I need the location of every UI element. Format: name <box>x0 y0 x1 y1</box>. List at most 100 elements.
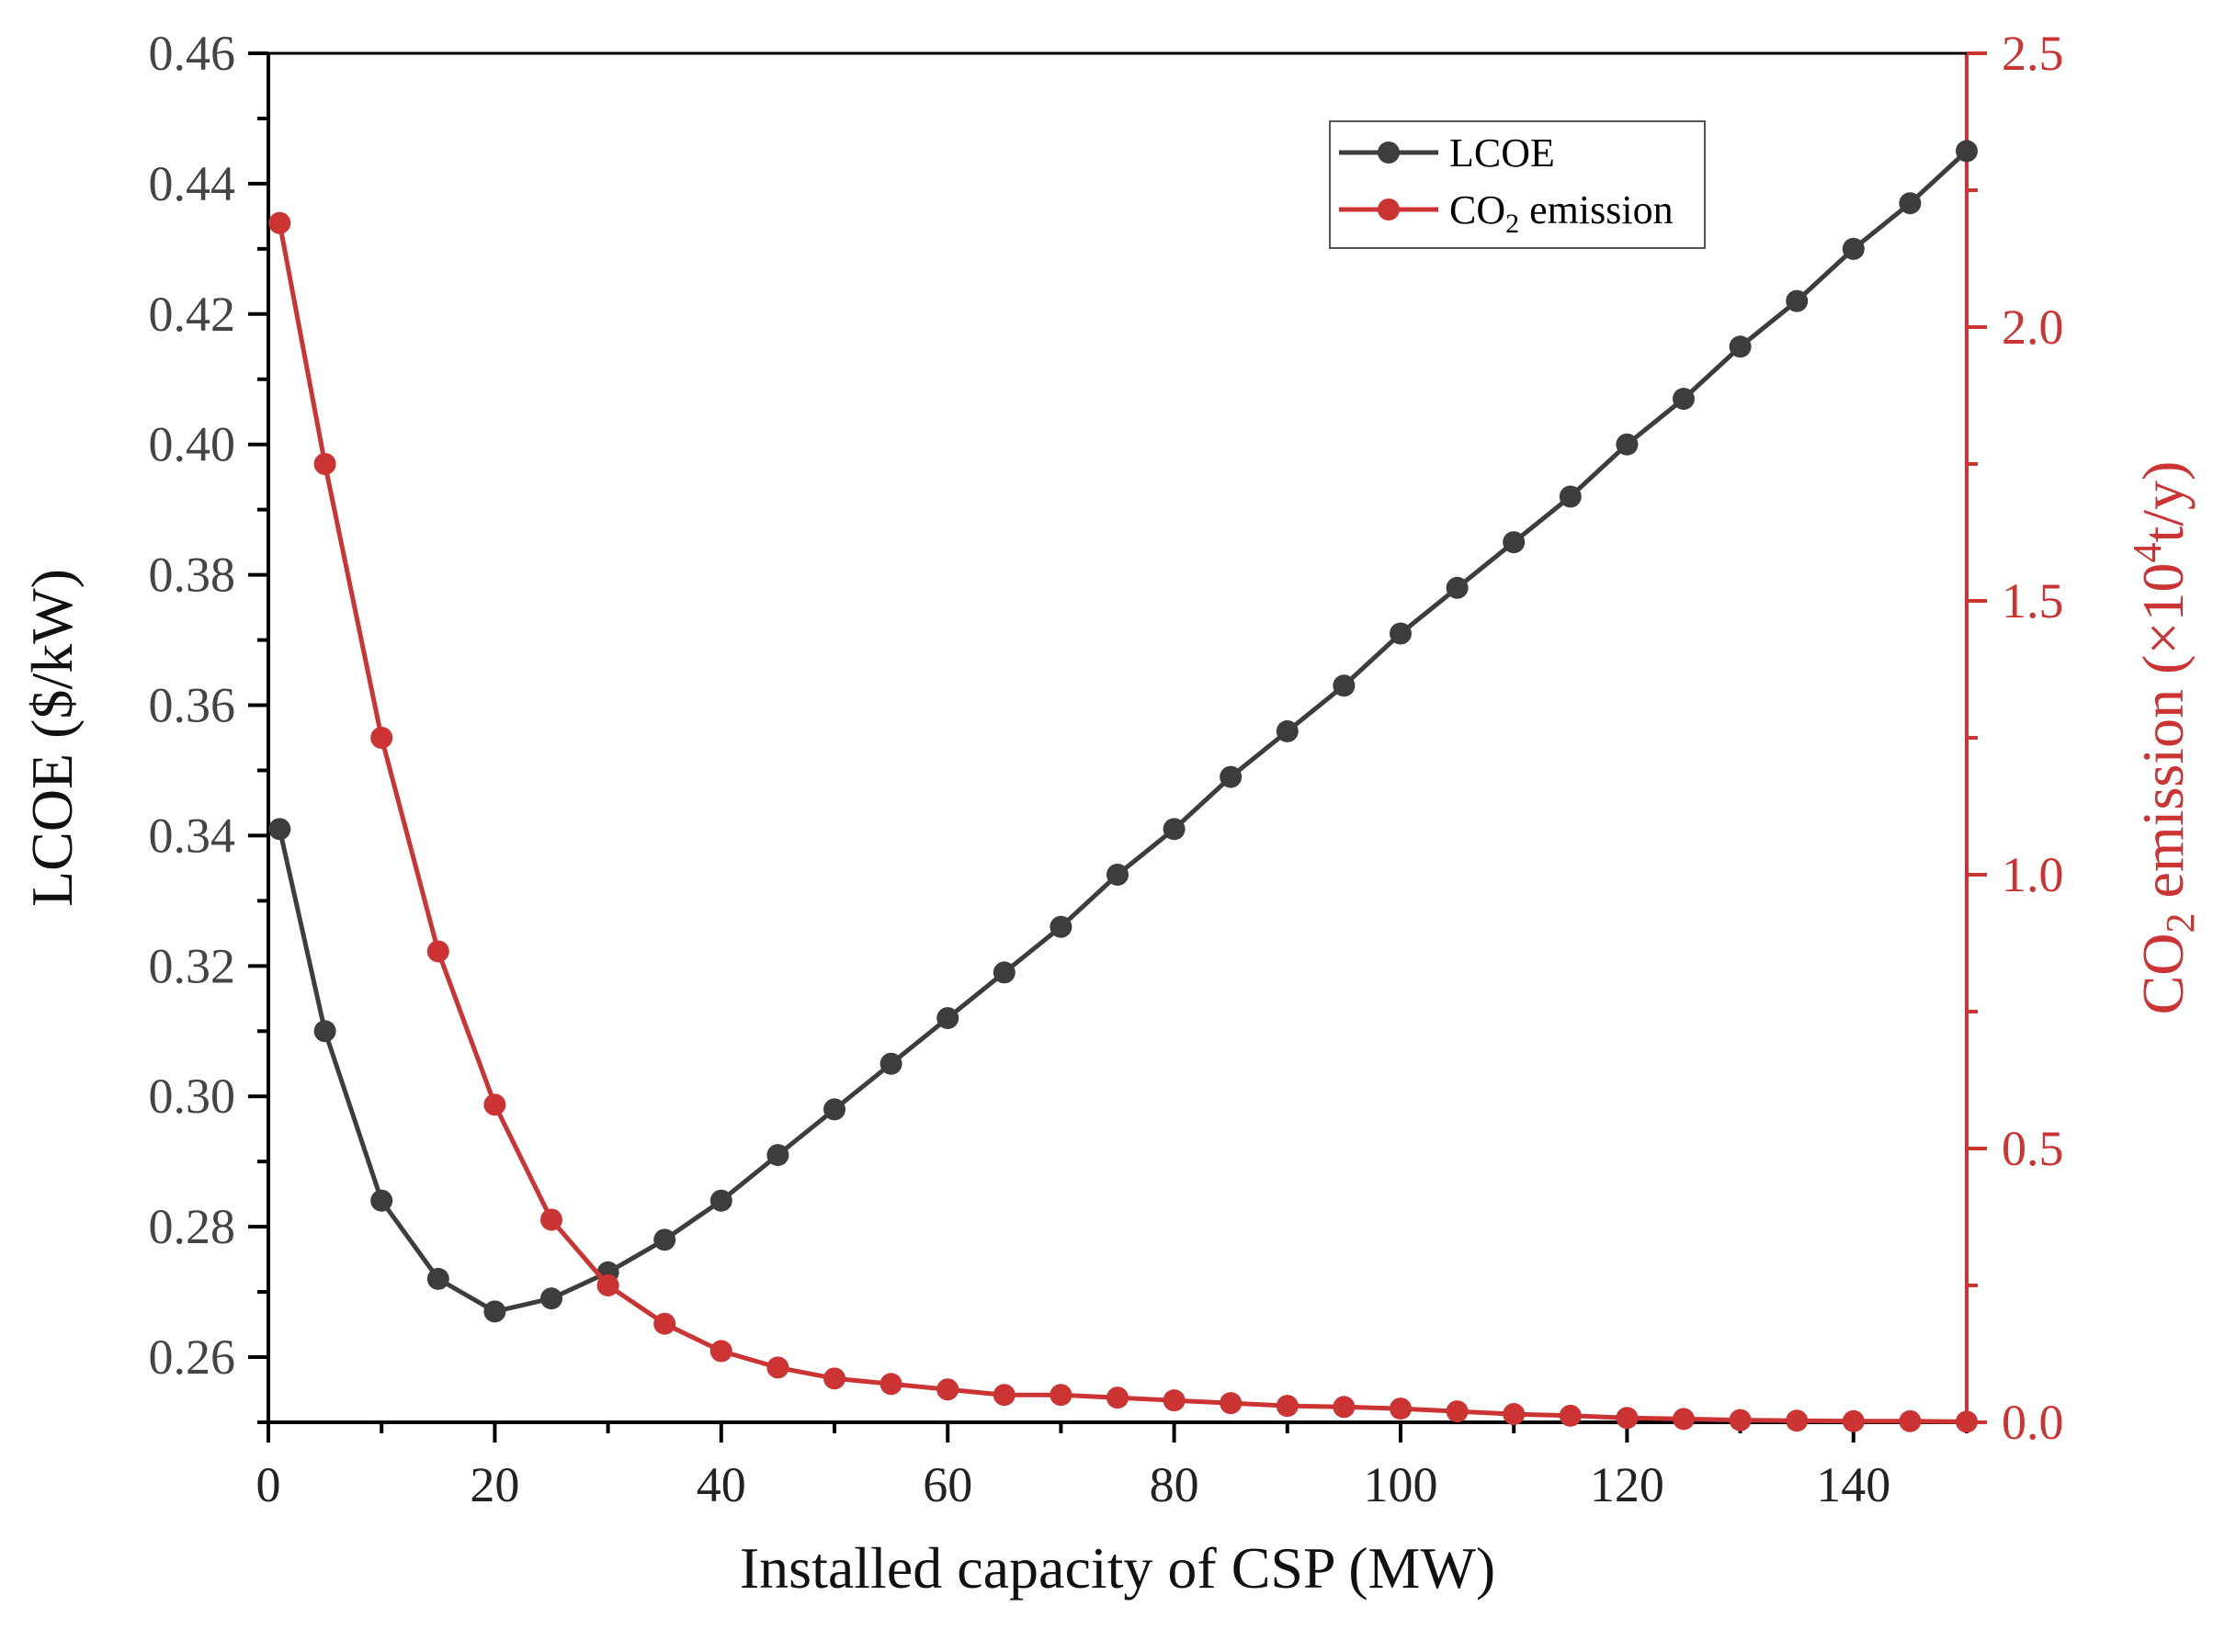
y-left-tick-label: 0.46 <box>149 26 236 81</box>
co2-point <box>483 1093 506 1116</box>
co2-point <box>596 1274 619 1296</box>
lcoe-point <box>1446 576 1469 599</box>
legend-lcoe-marker <box>1378 141 1400 164</box>
x-tick-label: 60 <box>923 1457 972 1512</box>
co2-point <box>1842 1409 1865 1432</box>
y-axis-right-title: CO2 emission (×104t/y) <box>2125 461 2203 1015</box>
co2-point <box>1220 1392 1243 1415</box>
x-tick-label: 0 <box>256 1457 281 1512</box>
lcoe-point <box>1333 674 1356 697</box>
y-left-tick-label: 0.26 <box>149 1330 236 1385</box>
legend-co2-sub: 2 <box>1505 209 1519 239</box>
lcoe-point <box>1616 433 1639 456</box>
co2-point <box>993 1384 1016 1407</box>
legend-co2-suffix: emission <box>1519 187 1673 232</box>
lcoe-point <box>426 1267 449 1290</box>
y-left-tick-label: 0.30 <box>149 1069 236 1124</box>
co2-point <box>268 211 291 234</box>
x-tick-label: 120 <box>1590 1457 1664 1512</box>
x-tick-label: 140 <box>1816 1457 1890 1512</box>
lcoe-point <box>880 1052 902 1075</box>
lcoe-point <box>1276 719 1299 742</box>
y-axis-right-title-middle: emission (×10 <box>2130 563 2196 913</box>
y-left-tick-label: 0.32 <box>149 938 236 993</box>
lcoe-point <box>936 1007 959 1030</box>
co2-line <box>277 222 1968 1424</box>
co2-point <box>1899 1409 1922 1432</box>
co2-point <box>1503 1403 1526 1426</box>
x-tick-label: 20 <box>470 1457 519 1512</box>
co2-point <box>1276 1395 1299 1418</box>
lcoe-point <box>766 1144 789 1167</box>
y-axis-right-title-suffix: t/y) <box>2130 461 2196 543</box>
lcoe-point <box>1163 818 1186 841</box>
lcoe-point <box>1729 335 1752 358</box>
legend-lcoe-label: LCOE <box>1449 130 1555 175</box>
co2-point <box>653 1312 676 1335</box>
lcoe-line <box>277 149 1969 1314</box>
y-right-tick-label: 2.5 <box>2002 26 2064 81</box>
co2-point <box>1786 1409 1809 1432</box>
co2-point <box>426 940 449 963</box>
co2-point <box>1050 1384 1072 1407</box>
y-right-tick-label: 0.0 <box>2002 1395 2064 1450</box>
y-right-tick-label: 0.5 <box>2002 1121 2064 1176</box>
y-axis-right-title-sub: 2 <box>2158 912 2203 933</box>
co2-point <box>766 1356 789 1379</box>
co2-point <box>1559 1404 1582 1427</box>
co2-point <box>1956 1410 1978 1433</box>
x-tick-label: 40 <box>697 1457 746 1512</box>
x-axis-title: Installed capacity of CSP (MW) <box>740 1535 1495 1601</box>
co2-point <box>1390 1397 1412 1420</box>
y-left-tick-label: 0.44 <box>149 156 236 211</box>
co2-point <box>540 1208 562 1231</box>
y-left-tick-label: 0.28 <box>149 1199 236 1254</box>
co2-point <box>1729 1409 1752 1431</box>
legend-co2-label: CO2 emission <box>1449 187 1674 239</box>
y-right-tick-label: 2.0 <box>2002 300 2064 355</box>
lcoe-point <box>1390 622 1412 645</box>
co2-point <box>709 1340 732 1363</box>
co2-point <box>313 453 336 475</box>
lcoe-point <box>313 1020 336 1043</box>
y-right-tick-label: 1.5 <box>2002 573 2064 628</box>
y-left-tick-label: 0.34 <box>149 808 236 863</box>
y-left-tick-label: 0.40 <box>149 417 236 472</box>
y-left-tick-label: 0.36 <box>149 678 236 733</box>
lcoe-point <box>483 1300 506 1323</box>
lcoe-point <box>1899 192 1922 215</box>
lcoe-point <box>1106 864 1129 886</box>
co2-point <box>370 727 393 749</box>
lcoe-point <box>1786 289 1809 312</box>
legend-co2-marker <box>1378 198 1400 221</box>
co2-point <box>1616 1407 1639 1430</box>
lcoe-point <box>823 1098 845 1121</box>
lcoe-series <box>268 140 1978 1323</box>
co2-series <box>268 211 1978 1433</box>
lcoe-point <box>1050 915 1072 938</box>
co2-point <box>823 1367 845 1390</box>
lcoe-point <box>540 1287 562 1310</box>
y-axis-left-title: LCOE ($/kW) <box>19 569 85 907</box>
lcoe-point <box>1956 140 1978 163</box>
co2-point <box>936 1378 959 1401</box>
co2-point <box>1673 1408 1695 1431</box>
lcoe-point <box>1503 531 1526 554</box>
y-axis-right-title-sup: 4 <box>2125 543 2170 563</box>
lcoe-point <box>1842 237 1865 260</box>
co2-point <box>1106 1386 1129 1409</box>
y-axis-right-title-prefix: CO <box>2130 933 2196 1014</box>
lcoe-point <box>653 1228 676 1251</box>
co2-point <box>1333 1396 1356 1419</box>
lcoe-point <box>993 961 1016 984</box>
legend-co2-prefix: CO <box>1449 187 1505 232</box>
axes-layer: 0 20 40 60 80 100 120 140 0.26 0.28 0.30 0.32 0.34 0.… <box>149 26 2064 1512</box>
legend: LCOE CO2 emission <box>1329 120 1706 249</box>
co2-point <box>1163 1389 1186 1412</box>
lcoe-point <box>268 818 291 841</box>
lcoe-point <box>1673 388 1695 411</box>
lcoe-point <box>1220 765 1243 788</box>
co2-point <box>880 1373 902 1396</box>
x-tick-label: 80 <box>1150 1457 1199 1512</box>
